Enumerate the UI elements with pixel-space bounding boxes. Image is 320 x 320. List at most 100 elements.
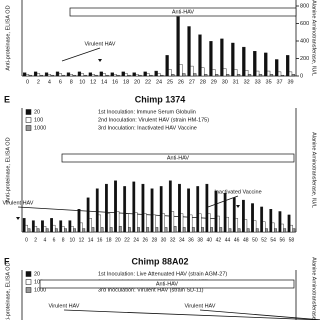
x-tick-label: 16 <box>112 79 118 85</box>
bar <box>135 74 139 77</box>
bar <box>22 218 26 233</box>
bar <box>116 74 120 77</box>
x-tick-label: 4 <box>43 237 46 243</box>
bar <box>223 193 227 233</box>
x-tick-label: 42 <box>216 237 222 243</box>
bar <box>72 74 76 77</box>
note: 2nd Inoculation: Virulent HAV (strain HM… <box>98 117 209 123</box>
note: 1st Inoculation: Immune Serum Globulin <box>98 109 196 115</box>
bar <box>27 228 31 233</box>
x-tick-label: 18 <box>106 237 112 243</box>
bar <box>216 215 220 233</box>
x-tick-label: 28 <box>152 237 158 243</box>
bar <box>154 70 158 77</box>
bar <box>236 74 241 77</box>
bar <box>146 227 150 233</box>
annotation: Inactivated Vaccine <box>214 189 261 195</box>
bar <box>157 73 161 77</box>
bar <box>66 72 71 77</box>
bar <box>187 26 191 77</box>
bar <box>223 68 227 77</box>
bar <box>61 226 65 233</box>
bar <box>260 206 264 233</box>
y2-tick-label: 200 <box>300 56 309 62</box>
bar <box>182 227 186 233</box>
bar <box>274 228 277 233</box>
bar <box>88 72 93 77</box>
bar <box>246 228 250 233</box>
bar <box>242 199 245 233</box>
bar <box>98 214 102 233</box>
x-tick-label: 14 <box>88 237 94 243</box>
x-tick-label: 32 <box>244 79 250 85</box>
arrow-head <box>236 205 240 208</box>
x-tick-label: 26 <box>178 79 184 85</box>
x-tick-label: 30 <box>161 237 167 243</box>
bar <box>69 74 73 77</box>
panel-letter: E <box>4 94 10 104</box>
bar <box>141 183 145 233</box>
legend-label: 100 <box>34 279 43 285</box>
bar <box>54 228 58 233</box>
legend-swatch <box>25 279 32 285</box>
x-tick-label: 48 <box>243 237 249 243</box>
bar <box>73 228 76 233</box>
chart-title: Chimp 1374 <box>135 94 186 104</box>
annotation: Virulent HAV <box>85 41 116 47</box>
bar <box>160 74 164 77</box>
x-tick-label: 28 <box>200 79 206 85</box>
bar <box>162 213 165 233</box>
bar <box>189 214 193 233</box>
y2-tick-label: 400 <box>300 38 309 44</box>
bar <box>196 186 200 233</box>
bar <box>121 71 125 77</box>
bar <box>45 228 49 233</box>
x-tick-label: 6 <box>59 79 62 85</box>
x-tick-label: 20 <box>115 237 121 243</box>
bar <box>180 213 184 233</box>
bar <box>89 218 92 233</box>
bar <box>179 64 183 77</box>
bar <box>201 227 204 233</box>
note: 1st Inoculation: Live Attenuated HAV (st… <box>98 271 227 277</box>
bar <box>210 227 213 233</box>
bar <box>191 227 195 233</box>
bar <box>64 228 67 233</box>
bar <box>164 227 168 233</box>
x-tick-label: 0 <box>25 237 28 243</box>
bar <box>127 74 131 77</box>
legend-label: 20 <box>34 109 40 115</box>
legend-swatch <box>25 125 32 131</box>
legend-swatch <box>25 271 32 277</box>
bar <box>168 180 172 233</box>
bar <box>31 220 35 233</box>
x-tick-label: 14 <box>101 79 107 85</box>
x-tick-label: 46 <box>234 237 240 243</box>
bar <box>237 228 241 233</box>
bar <box>99 71 103 77</box>
band-label: Anti-HAV <box>172 9 195 15</box>
bar <box>212 69 216 77</box>
bar <box>61 74 65 77</box>
bar <box>113 74 117 77</box>
panel-letter: F <box>4 256 10 266</box>
x-tick-label: 26 <box>143 237 149 243</box>
x-tick-label: 34 <box>179 237 185 243</box>
bar <box>287 214 291 233</box>
x-tick-label: 6 <box>53 237 56 243</box>
annotation: Virulent HAV <box>185 303 216 309</box>
bar <box>34 226 38 233</box>
bar <box>138 74 142 77</box>
y2-tick-label: 800 <box>300 3 309 9</box>
x-tick-label: 4 <box>48 79 51 85</box>
x-tick-label: 0 <box>26 79 29 85</box>
bar <box>95 188 99 233</box>
bar <box>132 181 136 233</box>
x-tick-label: 58 <box>289 237 295 243</box>
x-tick-label: 22 <box>145 79 151 85</box>
x-tick-label: 29 <box>211 79 217 85</box>
bar <box>80 73 84 77</box>
y-axis-label: Anti-proteinase, ELISA OD <box>5 262 11 320</box>
x-tick-label: 12 <box>79 237 85 243</box>
bar <box>235 218 239 233</box>
